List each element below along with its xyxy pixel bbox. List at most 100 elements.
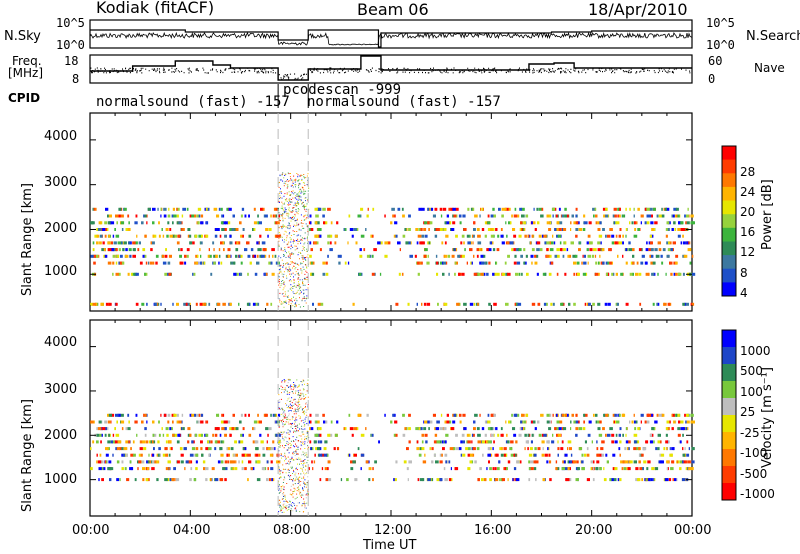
power-cbar-tick: 8: [740, 266, 748, 280]
data-cell: [303, 216, 305, 218]
data-cell: [452, 413, 455, 417]
data-cell: [691, 221, 695, 225]
data-cell: [679, 460, 683, 464]
data-cell: [481, 427, 485, 431]
data-cell: [169, 234, 173, 238]
data-cell: [266, 447, 268, 451]
data-cell: [452, 214, 455, 218]
data-cell: [225, 420, 228, 424]
data-cell: [419, 478, 424, 482]
data-cell: [305, 397, 307, 398]
data-cell: [290, 406, 292, 408]
data-cell: [285, 257, 287, 258]
data-cell: [168, 467, 170, 471]
data-cell: [527, 234, 530, 238]
data-cell: [291, 253, 293, 255]
data-cell: [195, 447, 199, 451]
data-cell: [227, 420, 231, 424]
data-cell: [302, 466, 304, 468]
data-cell: [294, 245, 296, 247]
data-cell: [291, 424, 293, 426]
data-cell: [288, 447, 290, 449]
data-cell: [301, 409, 303, 411]
data-cell: [469, 460, 472, 464]
data-cell: [316, 241, 319, 245]
data-cell: [293, 399, 295, 401]
data-cell: [280, 510, 282, 511]
data-cell: [615, 272, 618, 276]
data-cell: [291, 262, 293, 264]
data-cell: [303, 472, 305, 474]
data-cell: [105, 302, 109, 306]
data-cell: [130, 447, 132, 451]
data-cell: [435, 427, 440, 431]
data-cell: [599, 467, 602, 471]
data-cell: [222, 221, 226, 225]
data-cell: [654, 420, 658, 424]
data-cell: [115, 261, 118, 265]
data-cell: [592, 207, 596, 211]
data-cell: [180, 248, 183, 252]
data-cell: [107, 241, 111, 245]
data-cell: [301, 468, 303, 470]
data-cell: [275, 261, 278, 265]
data-cell: [579, 241, 581, 245]
data-cell: [301, 493, 303, 495]
data-cell: [201, 234, 203, 238]
data-cell: [427, 478, 431, 482]
data-cell: [310, 447, 312, 451]
data-cell: [93, 261, 96, 265]
data-cell: [171, 447, 173, 451]
data-cell: [168, 440, 172, 444]
data-cell: [531, 248, 535, 252]
data-cell: [200, 447, 203, 451]
data-cell: [282, 485, 284, 487]
data-cell: [294, 385, 296, 387]
data-cell: [116, 221, 118, 225]
data-cell: [101, 433, 103, 437]
data-cell: [299, 404, 301, 406]
data-cell: [239, 221, 242, 225]
data-cell: [279, 470, 281, 472]
data-cell: [134, 221, 138, 225]
data-cell: [289, 476, 291, 478]
data-cell: [160, 413, 162, 417]
data-cell: [289, 419, 291, 421]
data-cell: [230, 467, 234, 471]
data-cell: [538, 234, 542, 238]
data-cell: [390, 221, 393, 225]
data-cell: [205, 447, 209, 451]
data-cell: [285, 380, 287, 382]
data-cell: [555, 228, 559, 231]
data-cell: [284, 230, 286, 232]
data-cell: [327, 207, 331, 211]
data-cell: [454, 272, 456, 276]
data-cell: [300, 441, 302, 443]
data-cell: [622, 214, 625, 218]
data-cell: [587, 302, 591, 306]
data-cell: [224, 234, 227, 238]
data-cell: [304, 462, 306, 464]
data-cell: [409, 254, 413, 258]
data-cell: [291, 408, 293, 409]
data-cell: [108, 302, 112, 306]
data-cell: [187, 234, 190, 238]
data-cell: [546, 254, 550, 258]
data-cell: [200, 413, 204, 417]
data-cell: [298, 398, 300, 400]
data-cell: [227, 460, 230, 464]
data-cell: [423, 254, 427, 258]
data-cell: [320, 302, 324, 306]
data-cell: [141, 440, 146, 444]
data-cell: [436, 272, 439, 276]
data-cell: [187, 433, 190, 437]
data-cell: [543, 234, 547, 238]
nave-label: Nave: [754, 61, 785, 75]
data-cell: [300, 174, 302, 176]
data-cell: [176, 440, 180, 444]
data-cell: [372, 467, 374, 471]
data-cell: [291, 494, 293, 496]
data-cell: [440, 214, 443, 218]
data-cell: [306, 225, 308, 227]
velocity-cbar-tick: 25: [740, 405, 756, 419]
